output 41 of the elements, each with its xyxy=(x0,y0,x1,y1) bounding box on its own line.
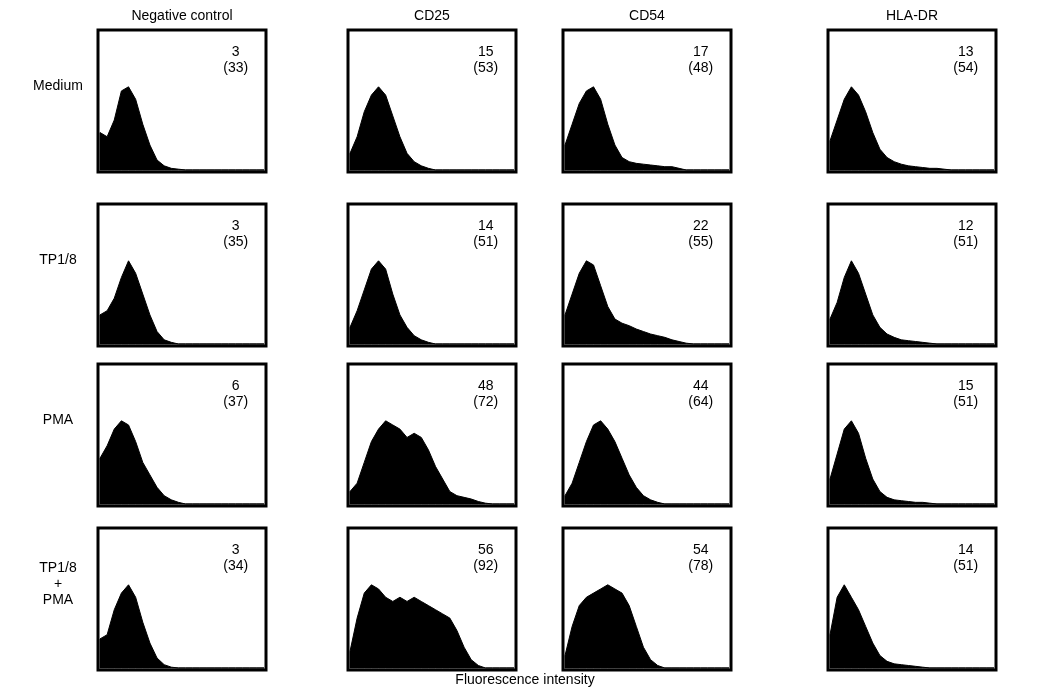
text: (34) xyxy=(223,557,249,573)
text: (55) xyxy=(688,233,714,249)
chart-title: CD54 xyxy=(629,7,666,23)
text: 17 xyxy=(692,43,709,59)
y-axis-title: TP1/8 + PMA xyxy=(39,558,77,607)
text: (72) xyxy=(473,393,499,409)
text: (51) xyxy=(953,393,979,409)
text: 56 xyxy=(477,541,494,557)
text: (53) xyxy=(473,59,499,75)
text: 3 xyxy=(231,43,240,59)
text: 14 xyxy=(957,541,974,557)
y-axis-title: Medium xyxy=(33,76,83,93)
text: 44 xyxy=(692,377,709,393)
text: 14 xyxy=(477,217,494,233)
text: (64) xyxy=(688,393,714,409)
text: (37) xyxy=(223,393,249,409)
text: (33) xyxy=(223,59,249,75)
text: 15 xyxy=(477,43,494,59)
y-axis-title: TP1/8 xyxy=(39,250,77,267)
text: 6 xyxy=(231,377,240,393)
text: (35) xyxy=(223,233,249,249)
text: 48 xyxy=(477,377,494,393)
text: (54) xyxy=(953,59,979,75)
text: (78) xyxy=(688,557,714,573)
chart-title: Negative control xyxy=(131,7,233,23)
text: 15 xyxy=(957,377,974,393)
text: 22 xyxy=(692,217,709,233)
text: (51) xyxy=(953,557,979,573)
text: (51) xyxy=(473,233,499,249)
text: (48) xyxy=(688,59,714,75)
text: 3 xyxy=(231,541,240,557)
text: (92) xyxy=(473,557,499,573)
text: (51) xyxy=(953,233,979,249)
text: 12 xyxy=(957,217,974,233)
text: 54 xyxy=(692,541,709,557)
y-axis-title: PMA xyxy=(42,410,74,427)
text: 3 xyxy=(231,217,240,233)
x-axis-title: Fluorescence intensity xyxy=(455,671,595,687)
chart-title: HLA-DR xyxy=(885,7,939,23)
chart-title: CD25 xyxy=(414,7,451,23)
text: 13 xyxy=(957,43,974,59)
